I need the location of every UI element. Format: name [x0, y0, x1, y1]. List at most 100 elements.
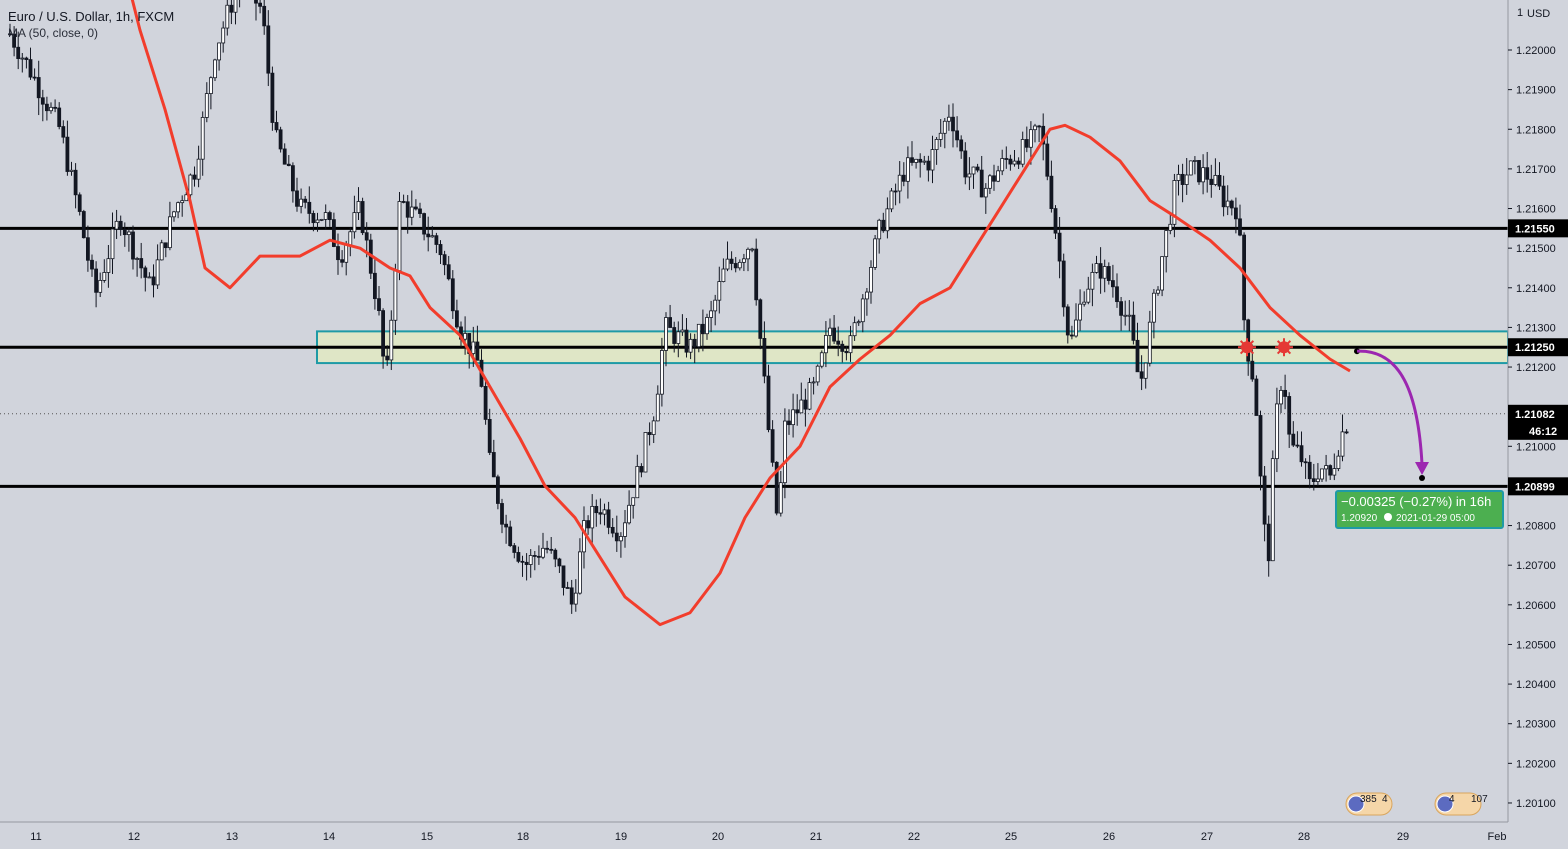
candle: [1188, 160, 1193, 176]
candle-body: [819, 352, 824, 367]
candle-body: [1119, 301, 1123, 316]
candle-body: [963, 150, 968, 178]
event-badges: 385 4 4 107: [1345, 792, 1488, 816]
price-tick-label: 1.21000: [1516, 441, 1556, 453]
candle-body: [118, 220, 123, 230]
candle: [397, 192, 402, 281]
candle: [20, 52, 25, 73]
candle: [1004, 146, 1009, 169]
candle-body: [110, 228, 115, 260]
price-tick-label: 1.21700: [1516, 164, 1556, 176]
candle-body: [233, 0, 238, 13]
candle-body: [906, 157, 910, 182]
candle: [881, 212, 886, 233]
candle-body: [471, 341, 476, 354]
date-tick-label: 19: [615, 831, 627, 843]
candle-body: [569, 587, 574, 605]
candle-body: [1086, 288, 1091, 303]
candle: [828, 318, 832, 348]
candle: [1008, 154, 1013, 171]
candle-body: [565, 587, 570, 589]
candle-body: [430, 235, 435, 238]
candle: [81, 209, 86, 239]
candle: [619, 532, 623, 558]
candle: [758, 298, 763, 350]
candle-body: [1193, 160, 1197, 162]
candle: [1164, 230, 1169, 273]
projection-arrowhead: [1415, 462, 1429, 476]
candle-body: [28, 59, 33, 78]
hit-marker: [1238, 338, 1256, 357]
candle-body: [1320, 468, 1324, 480]
candle-body: [754, 248, 759, 301]
candle: [94, 261, 98, 308]
candle: [1266, 515, 1271, 577]
candle-body: [1008, 158, 1013, 165]
price-tick-label: 1.21900: [1516, 85, 1556, 97]
candle-body: [1201, 167, 1205, 183]
candle-body: [1344, 431, 1349, 434]
candle-body: [49, 106, 53, 112]
candle-body: [705, 317, 709, 335]
candle-body: [262, 5, 267, 27]
candle-body: [623, 522, 627, 537]
candle: [520, 555, 525, 577]
candle-body: [1258, 415, 1263, 477]
candle-body: [750, 248, 754, 251]
candle: [172, 210, 176, 222]
candle-body: [586, 520, 590, 529]
candle-body: [1082, 301, 1087, 305]
candle-body: [692, 338, 697, 348]
candle: [323, 204, 328, 230]
date-tick-label: 18: [517, 831, 529, 843]
candle: [8, 23, 12, 37]
candle: [1344, 429, 1349, 435]
flag-icon: [1436, 795, 1454, 813]
candle: [1049, 160, 1054, 213]
candle-body: [409, 206, 414, 218]
candle-body: [573, 592, 578, 605]
candle-body: [541, 547, 545, 558]
candle-body: [1197, 160, 1201, 183]
candle: [664, 312, 668, 367]
candle-body: [1156, 289, 1160, 294]
candle-body: [1033, 125, 1037, 131]
candle-body: [53, 106, 57, 109]
candle-body: [1275, 403, 1279, 460]
candle: [450, 270, 455, 319]
candle: [1152, 289, 1156, 339]
candle-body: [549, 548, 554, 551]
candle-body: [676, 331, 681, 344]
candle-body: [61, 126, 66, 138]
candle: [1184, 158, 1189, 195]
candle-body: [389, 319, 394, 361]
candle-body: [795, 409, 800, 414]
candle: [737, 259, 742, 271]
candle: [106, 245, 111, 288]
candle: [1295, 431, 1300, 449]
candle: [192, 166, 197, 187]
candle: [713, 294, 718, 326]
candle-body: [176, 202, 181, 213]
candle: [639, 463, 644, 478]
price-tick-label: 1.20200: [1516, 758, 1556, 770]
candle-body: [65, 136, 70, 172]
candle: [1033, 123, 1037, 143]
candle-body: [352, 212, 357, 233]
candle: [844, 345, 849, 361]
candle-body: [1221, 185, 1226, 208]
last-price-tag: [1508, 404, 1568, 440]
candle: [229, 0, 234, 25]
candle: [295, 177, 299, 212]
candle-body: [848, 335, 853, 354]
candle: [454, 299, 459, 329]
candle-body: [1332, 468, 1337, 476]
candle-body: [668, 317, 672, 328]
candle-body: [520, 560, 525, 563]
candle: [746, 247, 750, 272]
candle-body: [664, 317, 668, 351]
candle-body: [127, 231, 131, 236]
candle: [1045, 134, 1050, 181]
